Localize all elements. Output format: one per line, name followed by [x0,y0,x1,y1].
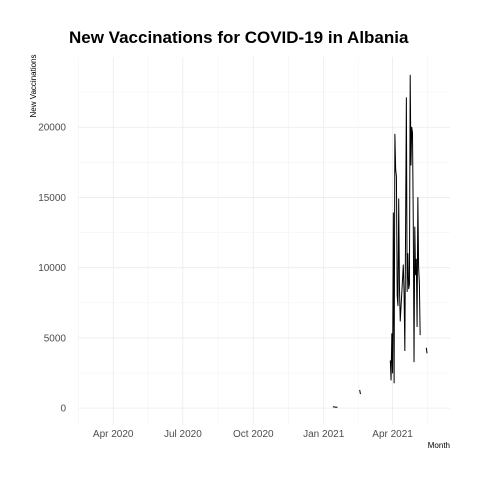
chart-title: New Vaccinations for COVID-19 in Albania [69,28,409,47]
series-line [425,347,428,354]
y-tick-label: 0 [60,404,66,415]
y-tick-label: 20000 [38,123,66,134]
x-tick-label: Jul 2020 [164,429,202,440]
x-tick-label: Apr 2020 [93,429,134,440]
series-line [332,406,338,408]
x-axis: Apr 2020 Jul 2020 Oct 2020 Jan 2021 Apr 2021 [93,429,413,440]
y-axis-title: New Vaccinations [29,55,38,118]
x-tick-label: Apr 2021 [372,429,413,440]
series-line [389,74,421,384]
y-tick-label: 10000 [38,263,66,274]
gridlines [78,57,450,425]
x-axis-title: Month [428,441,450,450]
y-tick-label: 5000 [44,333,67,344]
series-layer [332,74,428,408]
y-axis: 0 5000 10000 15000 20000 [38,123,66,415]
x-tick-label: Oct 2020 [233,429,274,440]
series-line [359,389,361,395]
x-tick-label: Jan 2021 [303,429,345,440]
y-tick-label: 15000 [38,193,66,204]
